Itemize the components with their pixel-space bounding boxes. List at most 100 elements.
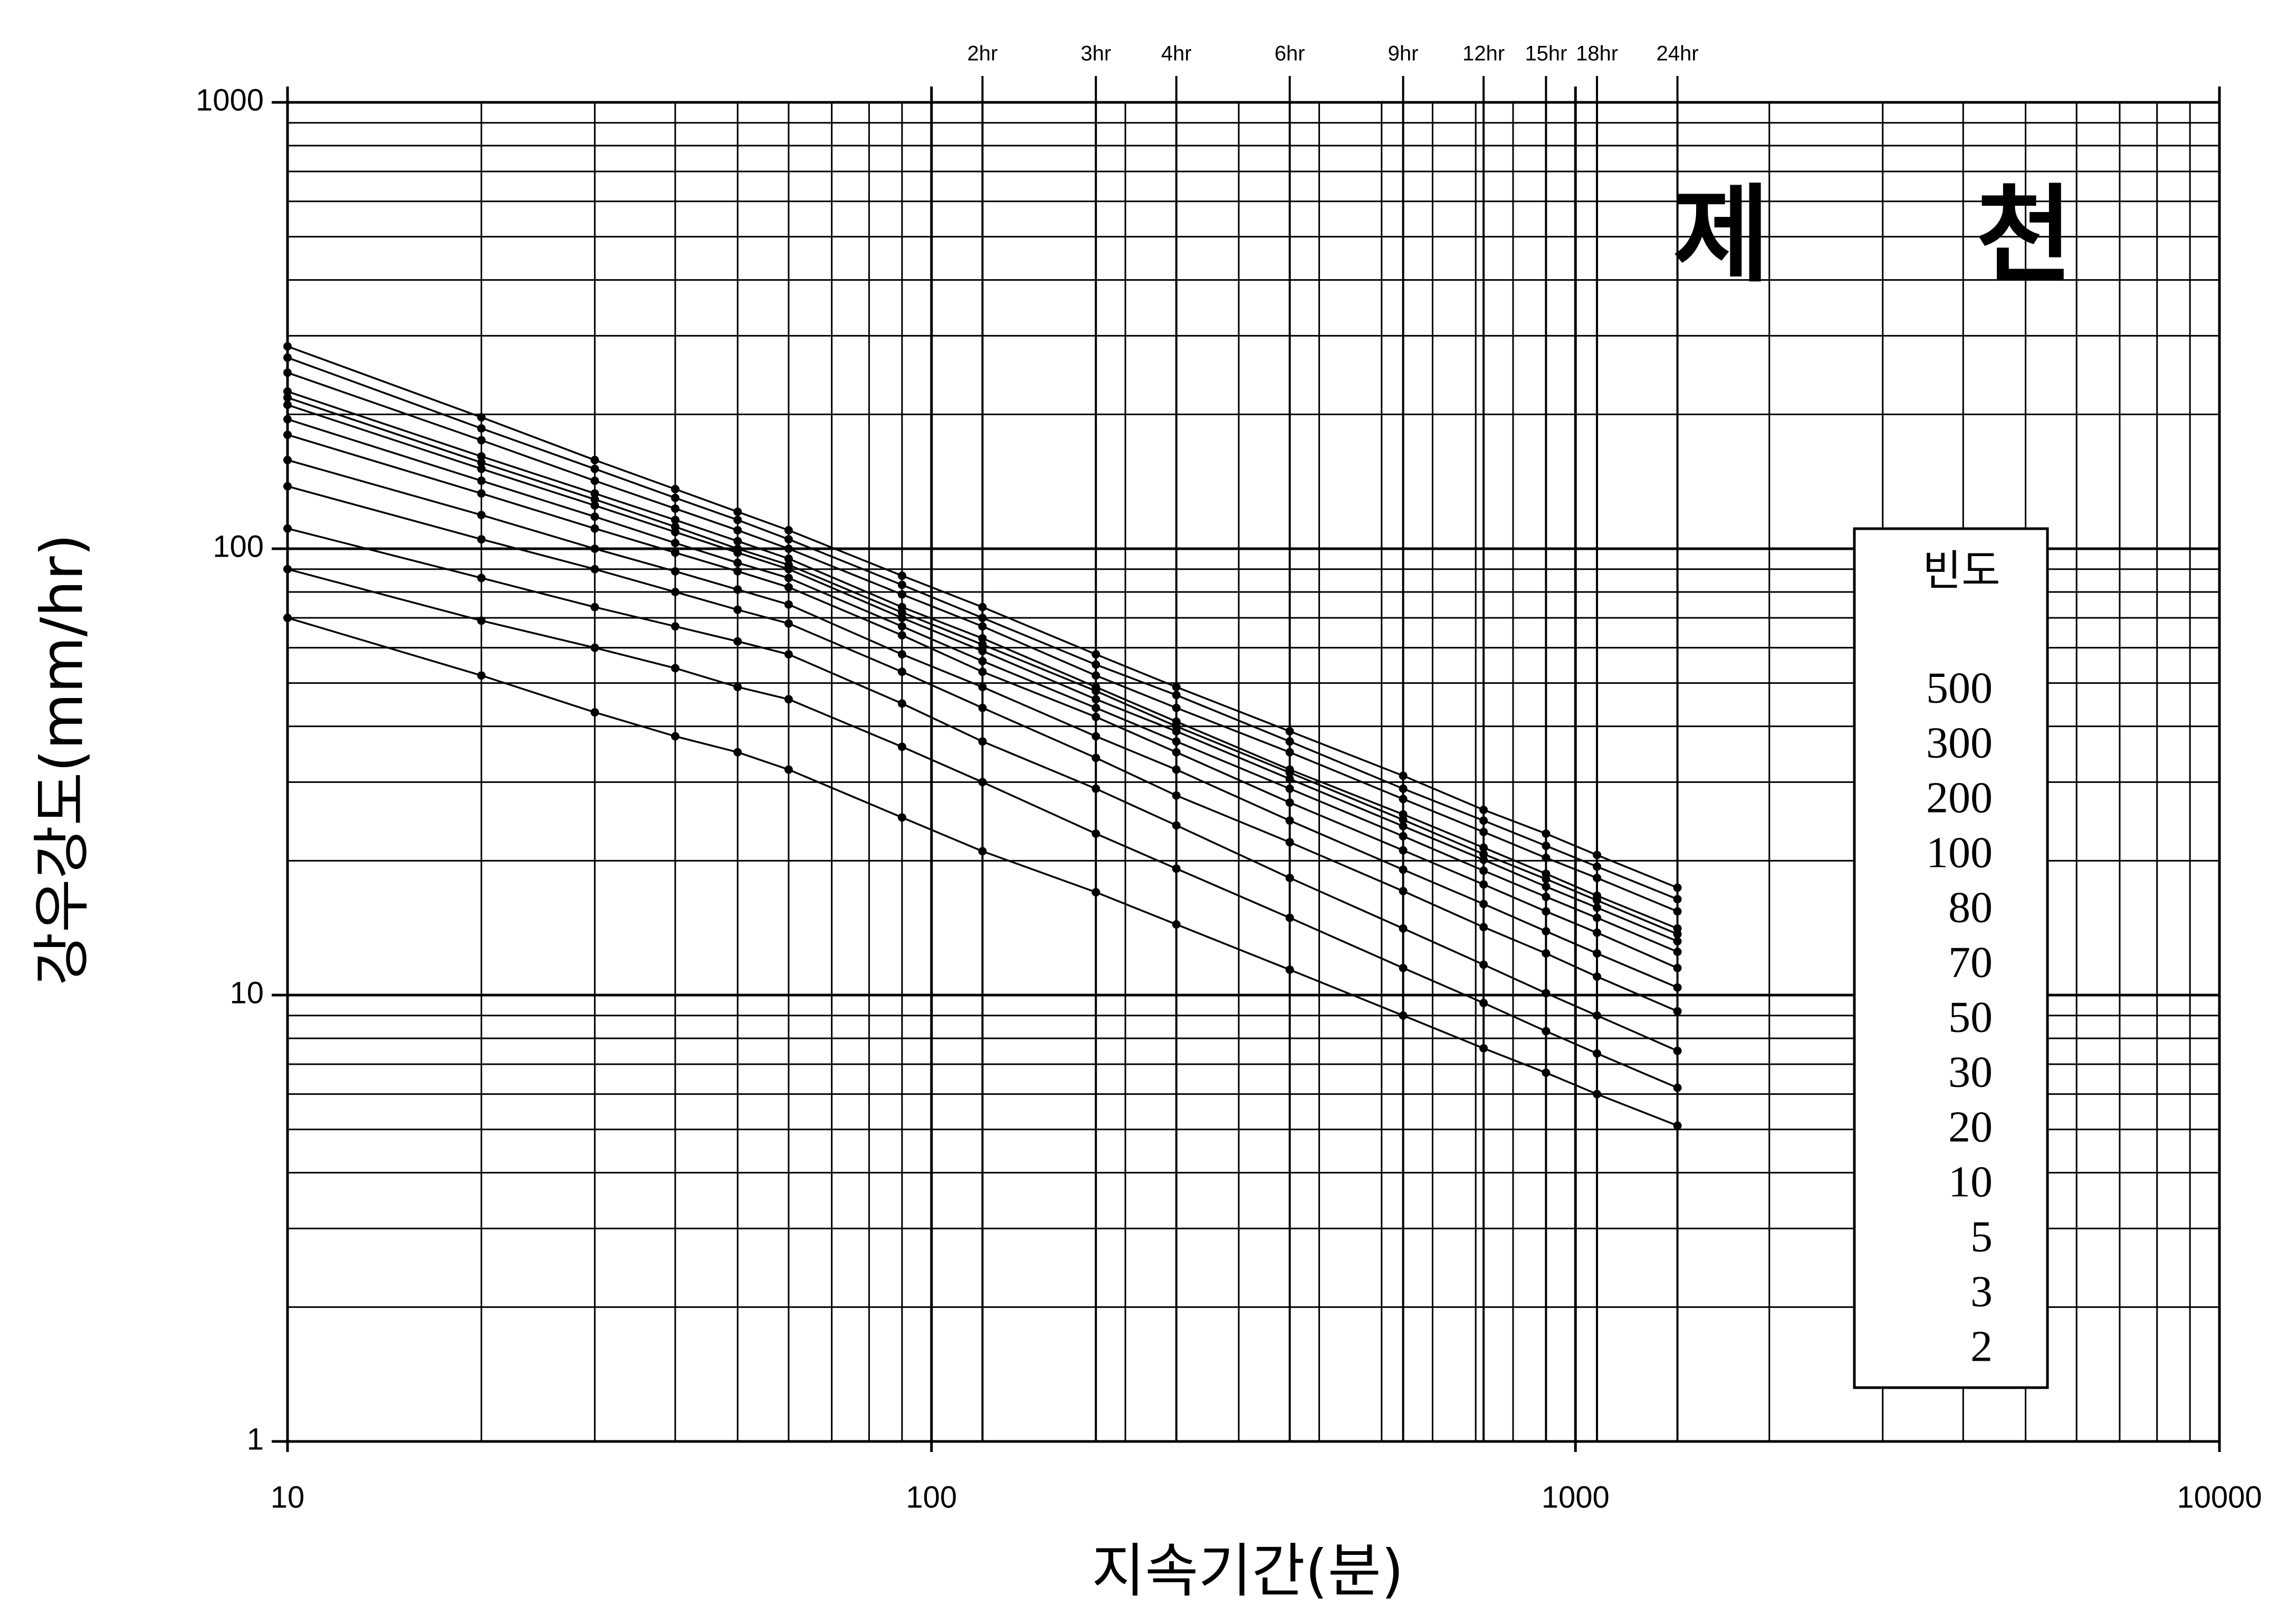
data-point xyxy=(733,605,742,614)
data-point xyxy=(1479,998,1488,1007)
data-point xyxy=(671,587,679,596)
data-point xyxy=(733,507,742,516)
data-point xyxy=(978,640,987,649)
data-point xyxy=(897,571,906,580)
data-point xyxy=(1285,737,1294,746)
data-point xyxy=(1593,972,1602,981)
top-tick-label: 24hr xyxy=(1657,42,1699,65)
series-line xyxy=(287,345,1678,889)
data-point xyxy=(1479,855,1488,864)
data-point xyxy=(733,526,742,534)
data-point xyxy=(283,482,292,491)
data-point xyxy=(1172,791,1181,800)
x-tick-label: 10000 xyxy=(2177,1480,2262,1514)
series-line xyxy=(287,404,1678,942)
data-point xyxy=(283,387,292,396)
data-point xyxy=(1399,1011,1408,1020)
data-point xyxy=(1479,923,1488,932)
data-point xyxy=(1092,686,1100,695)
data-point xyxy=(477,671,486,680)
data-point xyxy=(1172,703,1181,712)
data-point xyxy=(1673,1046,1682,1055)
data-point xyxy=(1542,829,1550,838)
data-point xyxy=(1593,913,1602,922)
data-point xyxy=(978,614,987,623)
data-point xyxy=(1092,888,1100,897)
series-line xyxy=(287,527,1678,1052)
data-point xyxy=(1172,737,1181,746)
data-point xyxy=(477,436,486,445)
data-point xyxy=(477,458,486,467)
data-point xyxy=(1479,1044,1488,1053)
data-point xyxy=(1399,821,1408,830)
data-point xyxy=(733,548,742,557)
legend-label: 500 xyxy=(1926,663,1993,712)
data-point xyxy=(1542,907,1550,916)
data-point xyxy=(1092,732,1100,741)
data-point xyxy=(1593,1090,1602,1098)
data-point xyxy=(1285,784,1294,793)
series-line xyxy=(287,390,1678,930)
legend-label: 2 xyxy=(1970,1322,1993,1371)
data-point xyxy=(590,495,599,504)
data-point xyxy=(590,455,599,464)
data-point xyxy=(1399,886,1408,895)
x-tick-label: 10 xyxy=(271,1480,305,1514)
data-point xyxy=(897,650,906,659)
data-point xyxy=(733,748,742,757)
y-tick-label: 1000 xyxy=(196,83,264,117)
data-point xyxy=(1542,989,1550,998)
data-point xyxy=(733,558,742,567)
data-point xyxy=(283,524,292,533)
data-point xyxy=(283,565,292,574)
data-point xyxy=(477,452,486,461)
y-tick-label: 1 xyxy=(247,1422,264,1456)
data-point xyxy=(477,574,486,582)
top-tick-label: 18hr xyxy=(1576,42,1618,65)
x-axis-label: 지속기간(분) xyxy=(1092,1537,1404,1604)
data-point xyxy=(897,622,906,631)
data-point xyxy=(590,565,599,574)
legend-label: 10 xyxy=(1948,1157,1993,1206)
data-point xyxy=(1479,900,1488,909)
data-point xyxy=(1673,948,1682,957)
data-point xyxy=(897,580,906,589)
data-point xyxy=(1542,882,1550,891)
data-point xyxy=(784,544,793,553)
data-point xyxy=(590,544,599,553)
data-point xyxy=(477,535,486,544)
y-tick-label: 100 xyxy=(213,529,264,563)
data-point xyxy=(671,664,679,673)
data-point xyxy=(1285,768,1294,777)
data-point xyxy=(1399,865,1408,874)
data-point xyxy=(1479,827,1488,836)
data-point xyxy=(1172,765,1181,774)
data-point xyxy=(733,637,742,646)
legend-title: 빈도 xyxy=(1922,546,2000,595)
data-point xyxy=(897,813,906,822)
data-point xyxy=(1172,864,1181,873)
data-point xyxy=(1172,691,1181,700)
data-point xyxy=(1673,1007,1682,1016)
data-point xyxy=(283,393,292,402)
top-tick-label: 9hr xyxy=(1388,42,1419,65)
data-point xyxy=(477,489,486,498)
data-point xyxy=(671,622,679,631)
data-point xyxy=(1285,775,1294,784)
data-point xyxy=(1479,960,1488,969)
data-point xyxy=(283,431,292,440)
data-point xyxy=(1593,851,1602,859)
data-point xyxy=(477,464,486,473)
top-tick-label: 15hr xyxy=(1525,42,1567,65)
data-point xyxy=(784,565,793,574)
data-point xyxy=(1673,937,1682,945)
data-point xyxy=(1593,862,1602,871)
data-point xyxy=(1285,913,1294,922)
data-point xyxy=(1542,927,1550,936)
legend-label: 5 xyxy=(1970,1212,1993,1261)
data-point xyxy=(1542,1068,1550,1077)
data-point xyxy=(1593,896,1602,905)
data-point xyxy=(1673,883,1682,892)
legend-box xyxy=(1853,527,2049,1389)
x-tick-label: 1000 xyxy=(1542,1480,1610,1514)
